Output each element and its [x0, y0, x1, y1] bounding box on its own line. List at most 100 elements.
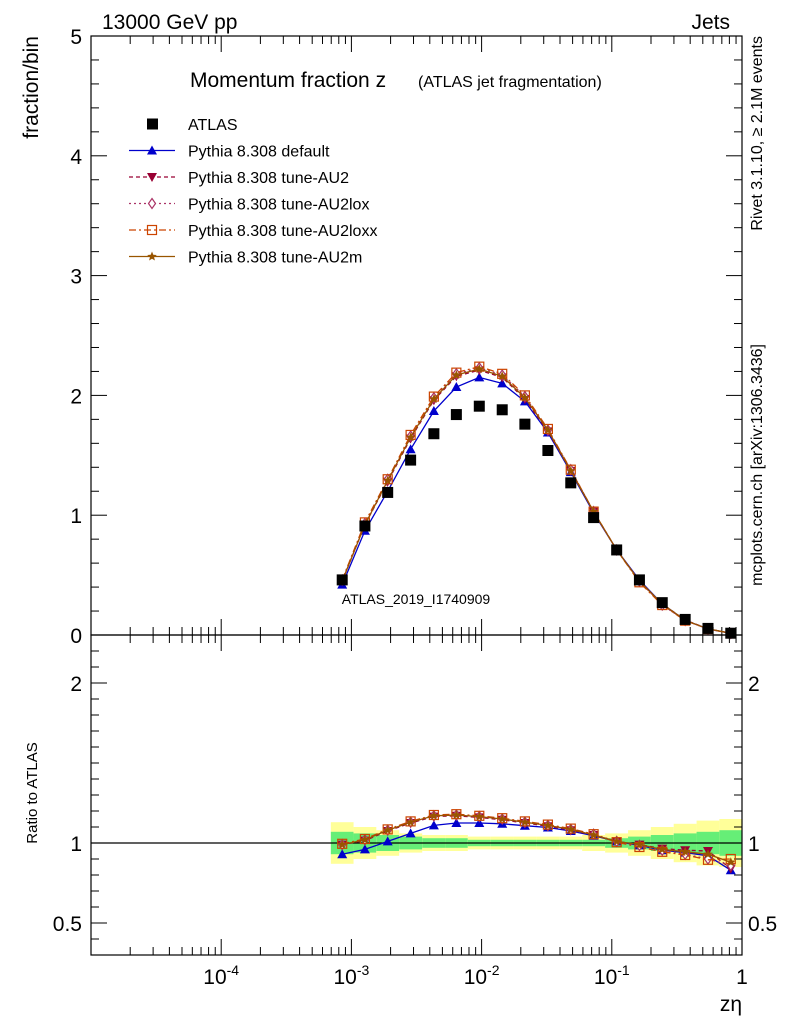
x-tick-label: 10-2	[464, 962, 500, 989]
ratio-panel: 10-4 10-3 10-2 10-1 1 0.5 0.5 1 1 2 2	[53, 634, 777, 989]
header-right: Jets	[691, 11, 730, 34]
x-tick-label: 10-4	[203, 962, 239, 989]
atlas-data-point	[611, 544, 623, 556]
atlas-data-point	[725, 627, 737, 639]
y-tick-label: 4	[70, 146, 82, 169]
ratio-point-4	[634, 839, 645, 849]
ratio-point-3	[451, 809, 462, 820]
ratio-point-4	[337, 839, 347, 849]
atlas-data-point	[588, 512, 600, 524]
ratio-point-4	[382, 825, 393, 835]
ratio-point-0	[359, 844, 370, 854]
series-point-4	[566, 465, 576, 475]
series-point-4	[429, 394, 439, 403]
ratio-tick-label-right: 2	[748, 673, 760, 696]
atlas-data-point	[702, 622, 714, 634]
title-sub: (ATLAS jet fragmentation)	[418, 74, 602, 91]
ratio-point-4	[543, 820, 553, 830]
x-tick-label: 1	[736, 966, 748, 989]
series-point-0	[451, 382, 462, 392]
series-point-0	[405, 444, 416, 454]
ratio-point-4	[497, 814, 507, 823]
ratio-line-4	[342, 814, 732, 863]
x-tick-label: 10-1	[594, 962, 630, 989]
y-tick-label: 5	[70, 26, 82, 49]
side-text-source: mcplots.cern.ch [arXiv:1306.3436]	[749, 344, 766, 586]
series-point-4	[543, 425, 553, 435]
ratio-tick-label-left: 0.5	[53, 913, 82, 936]
legend-label-1: Pythia 8.308 tune-AU2	[188, 170, 349, 187]
y-tick-label: 0	[70, 625, 82, 648]
ratio-point-4	[429, 810, 439, 820]
x-axis-label: zη	[720, 993, 742, 1016]
series-point-3	[542, 423, 553, 435]
atlas-data-point	[656, 597, 668, 609]
atlas-data-point	[382, 486, 394, 498]
ratio-point-0	[382, 836, 393, 846]
ratio-point-4	[703, 849, 713, 859]
ratio-tick-label-right: 1	[748, 833, 760, 856]
legend-marker-4	[147, 251, 157, 261]
ratio-tick-label-right: 0.5	[748, 913, 777, 936]
side-text-version: Rivet 3.1.10, ≥ 2.1M events	[749, 36, 766, 231]
ratio-point-4	[566, 824, 576, 834]
ratio-point-3	[382, 824, 393, 835]
ratio-point-4	[657, 844, 667, 854]
series-point-0	[474, 372, 485, 382]
atlas-data-point	[633, 574, 645, 586]
ratio-y-axis-label: Ratio to ATLAS	[24, 742, 41, 843]
series-point-4	[497, 371, 507, 381]
series-point-3	[382, 474, 393, 485]
ratio-point-4	[611, 836, 622, 846]
ratio-point-0	[337, 849, 348, 859]
series-point-4	[474, 364, 484, 374]
ratio-line-1	[342, 815, 732, 870]
y-tick-label: 1	[70, 505, 82, 528]
ratio-point-0	[405, 828, 416, 838]
atlas-data-point	[359, 520, 371, 532]
series-point-3	[565, 464, 576, 475]
legend-label-0: Pythia 8.308 default	[188, 144, 330, 161]
legend: ATLAS Pythia 8.308 default Pythia 8.308 tu…	[129, 117, 377, 267]
legend-label-atlas: ATLAS	[188, 117, 238, 134]
x-tick-label: 10-3	[333, 962, 369, 989]
series-point-0	[497, 378, 508, 388]
ratio-point-4	[520, 817, 530, 827]
series-point-4	[520, 392, 530, 402]
legend-marker-atlas	[147, 118, 158, 130]
legend-marker-0	[147, 145, 157, 155]
ratio-tick-label-left: 1	[70, 833, 82, 856]
legend-label-3: Pythia 8.308 tune-AU2loxx	[188, 223, 377, 240]
atlas-data-point	[450, 409, 462, 421]
atlas-data-point	[519, 418, 531, 430]
y-tick-label: 2	[70, 385, 82, 408]
atlas-data-point	[496, 404, 508, 416]
ratio-point-4	[680, 846, 690, 856]
atlas-data-point	[336, 574, 348, 586]
ratio-point-4	[726, 857, 736, 867]
ratio-line-3	[342, 813, 731, 861]
legend-label-4: Pythia 8.308 tune-AU2m	[188, 250, 362, 267]
atlas-data-point	[542, 445, 554, 457]
ratio-plot-frame	[90, 634, 743, 956]
atlas-data-point	[679, 613, 691, 625]
atlas-data-point	[405, 454, 417, 466]
series-point-0	[428, 405, 439, 415]
ratio-line-2	[342, 814, 731, 867]
title-main: Momentum fraction z	[190, 69, 386, 92]
atlas-data-point	[565, 477, 577, 489]
atlas-data-point	[428, 428, 440, 440]
series-point-4	[451, 370, 462, 380]
legend-marker-2	[147, 197, 157, 210]
ratio-point-3	[359, 833, 371, 845]
ratio-tick-label-left: 2	[70, 673, 82, 696]
ratio-point-4	[405, 817, 416, 827]
ratio-point-0	[428, 820, 439, 830]
main-panel: 0 1 2 3 4 5	[70, 26, 743, 955]
legend-label-2: Pythia 8.308 tune-AU2lox	[188, 197, 369, 214]
atlas-data-point	[473, 400, 485, 412]
ratio-point-4	[588, 830, 599, 839]
y-axis-label: fraction/bin	[20, 36, 43, 139]
ratio-point-4	[360, 834, 370, 844]
